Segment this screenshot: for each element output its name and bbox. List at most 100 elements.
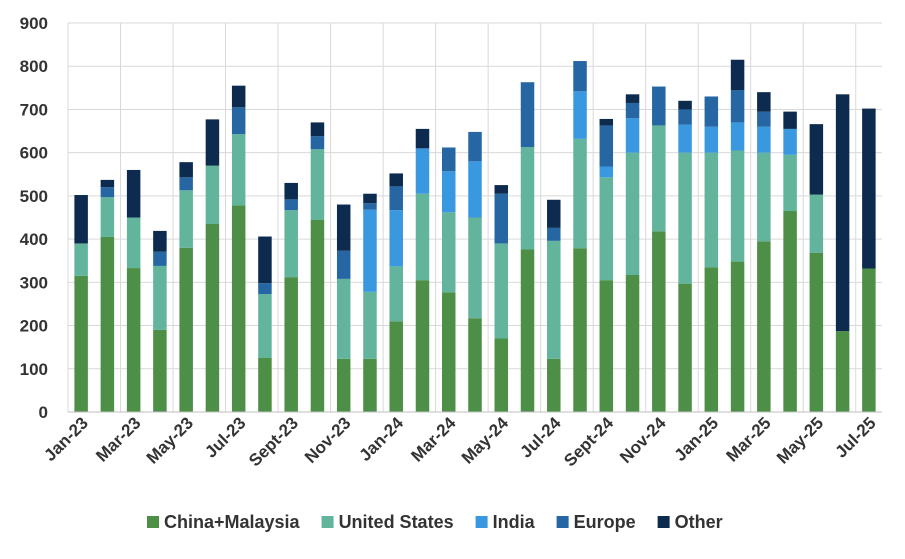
bar-segment-united-states bbox=[705, 153, 719, 268]
bar-segment-china-malaysia bbox=[442, 292, 456, 412]
bar-segment-other bbox=[179, 162, 193, 177]
bar-segment-china-malaysia bbox=[547, 359, 561, 412]
bar-segment-united-states bbox=[783, 155, 797, 211]
bar-segment-china-malaysia bbox=[468, 318, 482, 412]
bar-segment-other bbox=[153, 231, 167, 252]
bar-segment-united-states bbox=[127, 218, 141, 269]
y-tick-label: 200 bbox=[20, 317, 48, 336]
bar-segment-europe bbox=[337, 251, 351, 279]
bar-segment-europe bbox=[258, 283, 272, 294]
bar-segment-other bbox=[389, 173, 403, 186]
bar-segment-china-malaysia bbox=[153, 330, 167, 412]
legend-swatch bbox=[322, 516, 334, 528]
bar-segment-india bbox=[442, 171, 456, 212]
bar-segment-united-states bbox=[153, 266, 167, 330]
bar-segment-china-malaysia bbox=[284, 277, 298, 412]
bar-segment-europe bbox=[179, 177, 193, 190]
bar-segment-india bbox=[600, 166, 614, 177]
bar-segment-other bbox=[311, 122, 325, 136]
y-tick-label: 800 bbox=[20, 57, 48, 76]
legend-label: United States bbox=[339, 512, 454, 532]
bar-segment-other bbox=[810, 124, 824, 194]
bar-segment-india bbox=[468, 161, 482, 217]
bar-segment-united-states bbox=[363, 292, 377, 359]
bar-segment-other bbox=[74, 195, 88, 243]
bar-segment-china-malaysia bbox=[600, 280, 614, 412]
bar-segment-china-malaysia bbox=[337, 359, 351, 412]
bar-segment-other bbox=[206, 119, 220, 165]
bar-segment-china-malaysia bbox=[731, 262, 745, 412]
y-tick-label: 900 bbox=[20, 14, 48, 33]
bar-segment-china-malaysia bbox=[705, 267, 719, 412]
legend-label: China+Malaysia bbox=[164, 512, 301, 532]
bar-segment-europe bbox=[521, 82, 535, 147]
legend-item: United States bbox=[322, 512, 454, 532]
x-tick-label: May-23 bbox=[143, 413, 197, 467]
bar-segment-india bbox=[731, 122, 745, 150]
bar-segment-united-states bbox=[284, 210, 298, 277]
x-tick-label: May-24 bbox=[458, 413, 513, 468]
bar-segment-united-states bbox=[573, 139, 587, 248]
legend-swatch bbox=[557, 516, 569, 528]
bar-segment-europe bbox=[757, 112, 771, 127]
bar-segment-china-malaysia bbox=[783, 211, 797, 412]
y-tick-label: 100 bbox=[20, 360, 48, 379]
legend-swatch bbox=[147, 516, 159, 528]
x-tick-label: Sept-24 bbox=[560, 413, 617, 470]
x-tick-label: Jan-23 bbox=[40, 413, 92, 465]
bar-segment-india bbox=[757, 127, 771, 153]
bar-segment-other bbox=[258, 237, 272, 284]
bar-segment-united-states bbox=[232, 134, 246, 205]
bar-segment-europe bbox=[284, 199, 298, 210]
bar-segment-other bbox=[757, 92, 771, 111]
y-tick-label: 600 bbox=[20, 144, 48, 163]
bar-segment-china-malaysia bbox=[810, 253, 824, 412]
bar-segment-united-states bbox=[258, 294, 272, 358]
legend-item: Europe bbox=[557, 512, 636, 532]
bar-segment-united-states bbox=[652, 125, 666, 231]
stacked-bar-chart: 0100200300400500600700800900 Jan-23 Mar-2… bbox=[0, 0, 905, 559]
bar-segment-europe bbox=[311, 136, 325, 149]
bar-segment-china-malaysia bbox=[836, 331, 850, 412]
bar-segment-europe bbox=[363, 203, 377, 209]
legend-swatch bbox=[476, 516, 488, 528]
bar-segment-europe bbox=[495, 194, 509, 244]
bar-segment-china-malaysia bbox=[363, 359, 377, 412]
bar-segment-china-malaysia bbox=[652, 231, 666, 412]
bar-segment-united-states bbox=[337, 279, 351, 359]
bar-segment-china-malaysia bbox=[626, 275, 640, 412]
bar-segment-other bbox=[416, 129, 430, 148]
bar-segment-india bbox=[573, 91, 587, 139]
x-tick-label: Jul-25 bbox=[832, 413, 880, 461]
bar-segment-china-malaysia bbox=[495, 339, 509, 412]
y-tick-label: 500 bbox=[20, 187, 48, 206]
bar-segment-other bbox=[495, 185, 509, 194]
bar-segment-united-states bbox=[757, 153, 771, 242]
x-tick-label: Mar-23 bbox=[92, 413, 144, 465]
bar-segment-china-malaysia bbox=[573, 248, 587, 412]
bar-segment-china-malaysia bbox=[127, 268, 141, 412]
x-tick-label: Nov-23 bbox=[301, 413, 355, 467]
bar-segment-europe bbox=[101, 187, 115, 197]
bar-segment-united-states bbox=[468, 218, 482, 319]
bar-segment-europe bbox=[547, 228, 561, 241]
bar-segment-united-states bbox=[101, 197, 115, 237]
bar-segment-other bbox=[547, 200, 561, 228]
bar-segment-china-malaysia bbox=[232, 205, 246, 412]
bar-segment-other bbox=[101, 180, 115, 187]
bar-segment-china-malaysia bbox=[101, 237, 115, 412]
x-tick-label: Jan-24 bbox=[356, 413, 408, 465]
bar-segment-other bbox=[731, 60, 745, 90]
legend-label: Other bbox=[675, 512, 723, 532]
legend-item: Other bbox=[658, 512, 723, 532]
bar-segment-united-states bbox=[74, 243, 88, 275]
legend-label: India bbox=[493, 512, 536, 532]
bar-segment-china-malaysia bbox=[74, 276, 88, 412]
bar-segment-india bbox=[678, 125, 692, 153]
bar-segment-europe bbox=[232, 107, 246, 134]
bar-segment-united-states bbox=[206, 166, 220, 224]
bar-segment-other bbox=[127, 170, 141, 218]
bar-segment-china-malaysia bbox=[179, 248, 193, 412]
bar-segment-europe bbox=[652, 87, 666, 126]
